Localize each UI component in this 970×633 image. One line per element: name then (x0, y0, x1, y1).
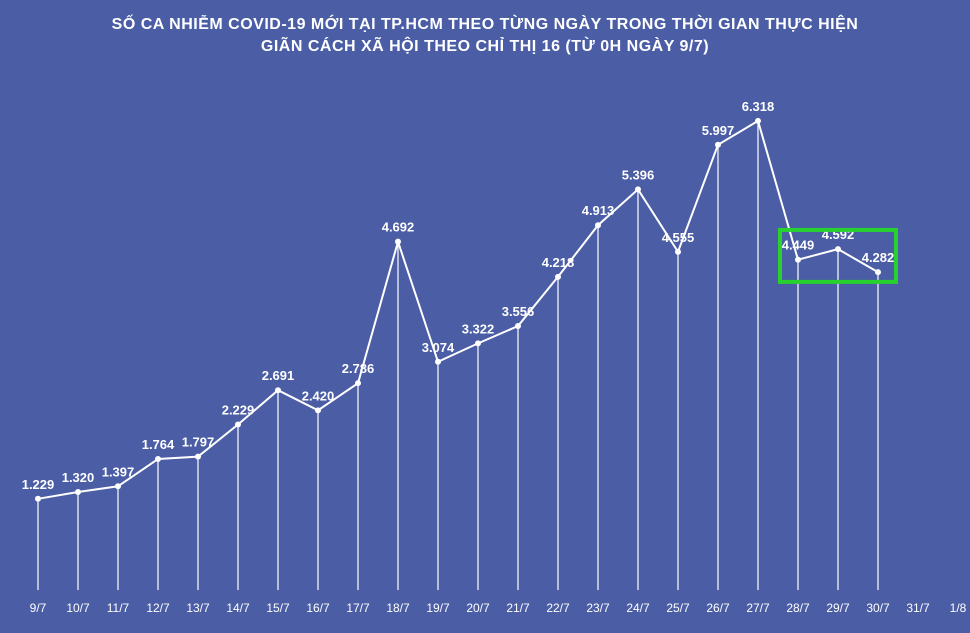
value-label: 4.282 (862, 250, 895, 265)
x-axis-label: 1/8 (950, 601, 967, 615)
value-label: 2.229 (222, 403, 255, 418)
x-axis-label: 28/7 (786, 601, 810, 615)
value-label: 3.322 (462, 321, 495, 336)
value-label: 3.074 (422, 340, 455, 355)
value-label: 1.397 (102, 464, 135, 479)
x-axis-label: 9/7 (30, 601, 47, 615)
x-axis-label: 26/7 (706, 601, 730, 615)
chart-title-line1: SỐ CA NHIỄM COVID-19 MỚI TẠI TP.HCM THEO… (0, 14, 970, 36)
x-axis-label: 10/7 (66, 601, 90, 615)
value-label: 2.420 (302, 388, 335, 403)
x-axis-label: 18/7 (386, 601, 410, 615)
x-axis-label: 25/7 (666, 601, 690, 615)
x-axis-label: 19/7 (426, 601, 450, 615)
value-label: 3.556 (502, 304, 535, 319)
value-label: 5.997 (702, 123, 735, 138)
value-label: 5.396 (622, 167, 655, 182)
x-axis-label: 24/7 (626, 601, 650, 615)
value-label: 4.692 (382, 220, 415, 235)
x-axis-label: 14/7 (226, 601, 250, 615)
value-label: 4.913 (582, 203, 615, 218)
value-label: 1.229 (22, 477, 55, 492)
value-label: 2.786 (342, 361, 375, 376)
value-label: 1.320 (62, 470, 95, 485)
x-axis-label: 22/7 (546, 601, 570, 615)
value-label: 4.555 (662, 230, 695, 245)
value-label: 4.218 (542, 255, 575, 270)
x-axis-label: 21/7 (506, 601, 530, 615)
x-axis-label: 20/7 (466, 601, 490, 615)
x-axis-label: 23/7 (586, 601, 610, 615)
chart-area: 1.229 1.320 1.397 1.764 1.797 2.229 2.691 2.420… (0, 60, 970, 633)
chart-title-line2: GIÃN CÁCH XÃ HỘI THEO CHỈ THỊ 16 (TỪ 0H … (0, 36, 970, 58)
x-axis-label: 31/7 (906, 601, 930, 615)
x-axis-label: 13/7 (186, 601, 210, 615)
x-axis-label: 11/7 (107, 601, 130, 615)
x-axis-label: 27/7 (746, 601, 770, 615)
value-label: 6.318 (742, 99, 775, 114)
value-label: 1.797 (182, 435, 215, 450)
value-label: 1.764 (142, 437, 175, 452)
x-axis-label: 17/7 (346, 601, 370, 615)
x-axis-label: 16/7 (306, 601, 330, 615)
value-label: 2.691 (262, 368, 295, 383)
covid-cases-line-chart: 1.229 1.320 1.397 1.764 1.797 2.229 2.691 2.420… (0, 60, 970, 633)
x-axis-label: 15/7 (266, 601, 290, 615)
x-axis-label: 30/7 (866, 601, 890, 615)
x-axis-label: 29/7 (826, 601, 850, 615)
value-label: 4.449 (782, 238, 815, 253)
x-axis-label: 12/7 (146, 601, 170, 615)
